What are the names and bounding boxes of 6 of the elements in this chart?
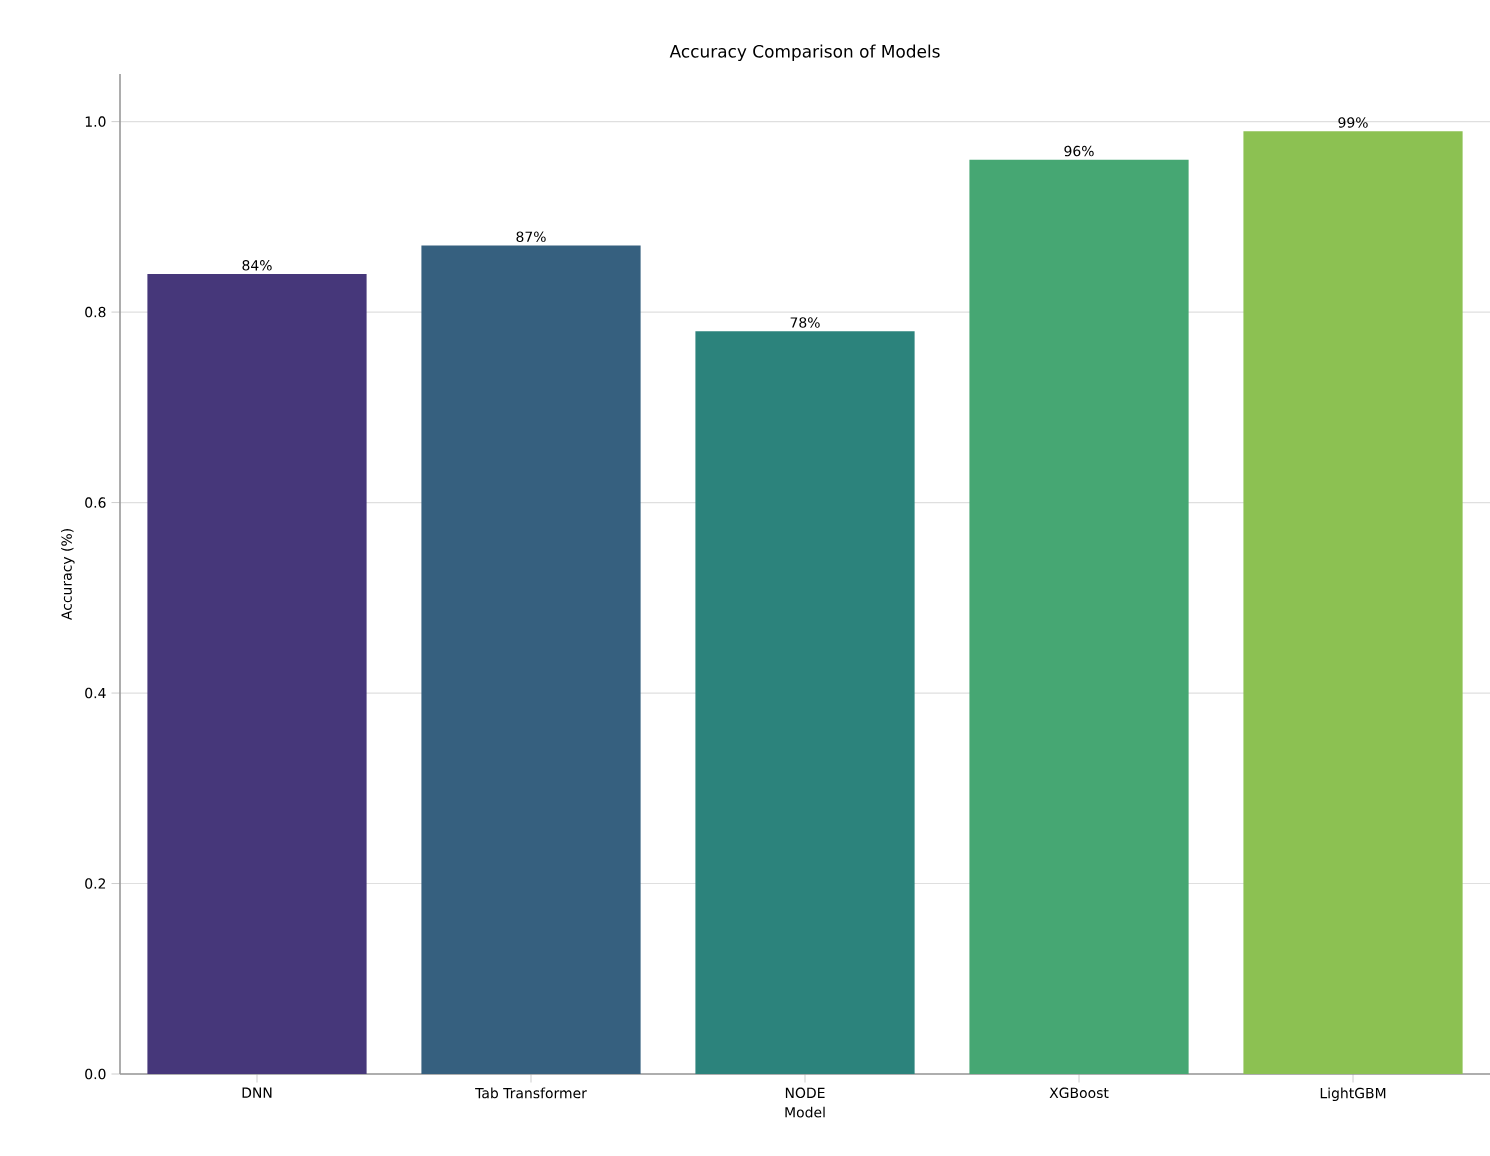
bar (695, 331, 915, 1074)
bar (969, 159, 1189, 1074)
bar (1243, 131, 1463, 1074)
bar (147, 273, 367, 1074)
chart-title: Accuracy Comparison of Models (669, 44, 940, 61)
bar (421, 245, 641, 1074)
